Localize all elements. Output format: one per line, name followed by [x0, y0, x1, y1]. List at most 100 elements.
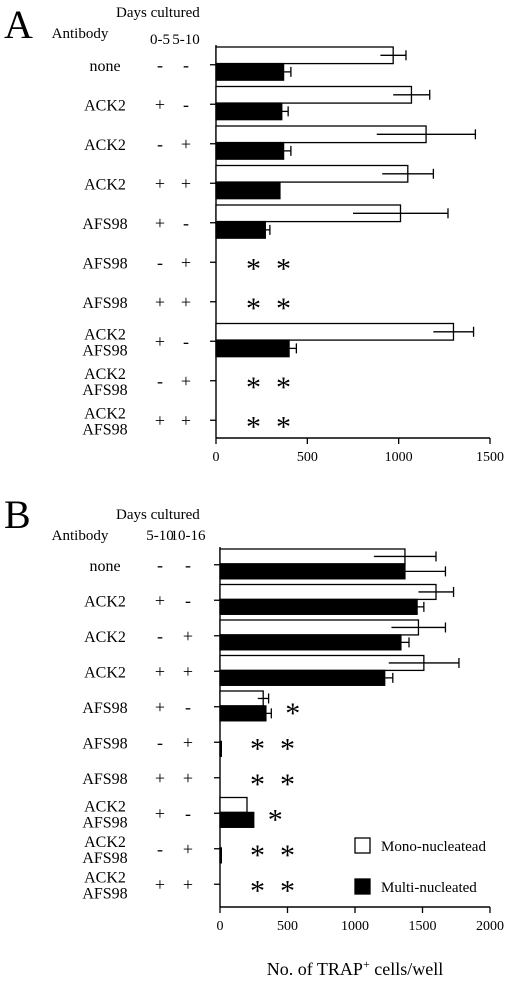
row-period-1-sign: +	[155, 213, 165, 233]
row-period-1-sign: +	[155, 94, 165, 114]
row-label: AFS98	[82, 771, 127, 788]
row-label: ACK2	[84, 366, 126, 383]
row-label: ACK2	[84, 137, 126, 154]
row-period-2-sign: +	[183, 839, 193, 859]
row-label: AFS98	[82, 421, 127, 438]
row-period-1-sign: +	[155, 874, 165, 894]
row-label: ACK2	[84, 326, 126, 343]
x-tick-label: 1000	[341, 919, 369, 934]
x-tick-label: 0	[217, 919, 224, 934]
row-period-1-sign: +	[155, 331, 165, 351]
bar-mono	[215, 46, 394, 65]
bar-multi	[219, 811, 255, 828]
row-label: none	[89, 58, 120, 75]
row-label: ACK2	[84, 869, 126, 886]
row-label: AFS98	[82, 295, 127, 312]
row-label: AFS98	[82, 382, 127, 399]
header-period-2: 10-16	[171, 528, 206, 544]
row-period-2-sign: -	[183, 55, 189, 75]
panel-label: B	[4, 492, 31, 537]
panel-label: A	[4, 2, 33, 47]
bar-mono	[219, 796, 248, 814]
row-label: AFS98	[82, 700, 127, 717]
row-period-1-sign: +	[155, 661, 165, 681]
row-label: ACK2	[84, 405, 126, 422]
x-tick-label: 2000	[476, 919, 504, 934]
row-period-1-sign: +	[155, 410, 165, 430]
row-period-2-sign: -	[183, 213, 189, 233]
row-period-1-sign: -	[157, 55, 163, 75]
bar-multi	[219, 634, 402, 651]
row-label: AFS98	[82, 255, 127, 272]
bar-multi	[219, 669, 386, 686]
bar-mono	[215, 164, 409, 183]
row-period-2-sign: +	[183, 626, 193, 646]
significance-marker: * *	[250, 768, 295, 801]
bar-multi	[215, 102, 283, 121]
bar-mono	[219, 583, 437, 601]
legend-swatch-multi	[354, 878, 371, 895]
row-label: none	[89, 558, 120, 575]
row-period-2-sign: +	[181, 252, 191, 272]
row-label: AFS98	[82, 850, 127, 867]
significance-marker: * *	[246, 371, 291, 404]
row-period-2-sign: +	[181, 292, 191, 312]
legend-label-mono: Mono-nucleatead	[381, 839, 486, 855]
header-days-cultured: Days cultured	[116, 507, 200, 523]
bar-multi	[215, 181, 281, 200]
row-period-2-sign: +	[181, 134, 191, 154]
legend: Mono-nucleatead Multi-nucleated	[354, 837, 486, 896]
legend-label-multi: Multi-nucleated	[381, 880, 477, 896]
x-tick-label: 500	[277, 919, 298, 934]
header-period-1: 0-5	[150, 32, 170, 48]
row-period-2-sign: +	[183, 768, 193, 788]
bar-mono	[215, 322, 455, 341]
row-period-2-sign: -	[185, 803, 191, 823]
row-period-2-sign: -	[185, 555, 191, 575]
bar-mono	[219, 690, 264, 707]
row-label: ACK2	[84, 798, 126, 815]
bar-multi	[215, 62, 285, 81]
significance-marker: * *	[250, 732, 295, 765]
row-period-1-sign: -	[157, 626, 163, 646]
row-period-2-sign: +	[181, 371, 191, 391]
bar-mono	[219, 619, 420, 636]
row-label: ACK2	[84, 97, 126, 114]
x-tick-label: 1500	[409, 919, 437, 934]
header-period-1: 5-10	[146, 528, 174, 544]
row-period-2-sign: -	[183, 94, 189, 114]
row-label: AFS98	[82, 814, 127, 831]
x-tick-label: 1500	[476, 450, 504, 465]
row-period-2-sign: +	[181, 410, 191, 430]
bar-multi	[219, 598, 418, 615]
x-tick-label: 1000	[385, 450, 413, 465]
row-period-1-sign: +	[155, 697, 165, 717]
bar-multi	[219, 705, 267, 722]
significance-marker: * *	[250, 874, 295, 907]
row-label: AFS98	[82, 885, 127, 902]
bar-multi	[215, 220, 266, 239]
significance-marker: *	[285, 697, 300, 730]
row-period-2-sign: +	[181, 173, 191, 193]
row-period-1-sign: +	[155, 768, 165, 788]
row-period-2-sign: -	[185, 697, 191, 717]
significance-marker: * *	[246, 292, 291, 325]
panel-a: A Days cultured Antibody 0-5 5-10 0 500 1000 150…	[4, 2, 504, 465]
bar-mono	[215, 85, 413, 104]
row-label: AFS98	[82, 735, 127, 752]
header-days-cultured: Days cultured	[116, 5, 200, 21]
bar-multi	[219, 740, 223, 757]
row-period-1-sign: -	[157, 371, 163, 391]
header-antibody: Antibody	[52, 528, 109, 544]
legend-swatch-mono	[354, 837, 371, 854]
row-period-2-sign: -	[185, 590, 191, 610]
row-period-1-sign: +	[155, 803, 165, 823]
row-period-1-sign: -	[157, 732, 163, 752]
bar-multi	[215, 339, 290, 358]
header-period-2: 5-10	[172, 32, 200, 48]
row-label: AFS98	[82, 342, 127, 359]
bar-multi	[219, 847, 223, 864]
bar-multi	[215, 141, 285, 160]
